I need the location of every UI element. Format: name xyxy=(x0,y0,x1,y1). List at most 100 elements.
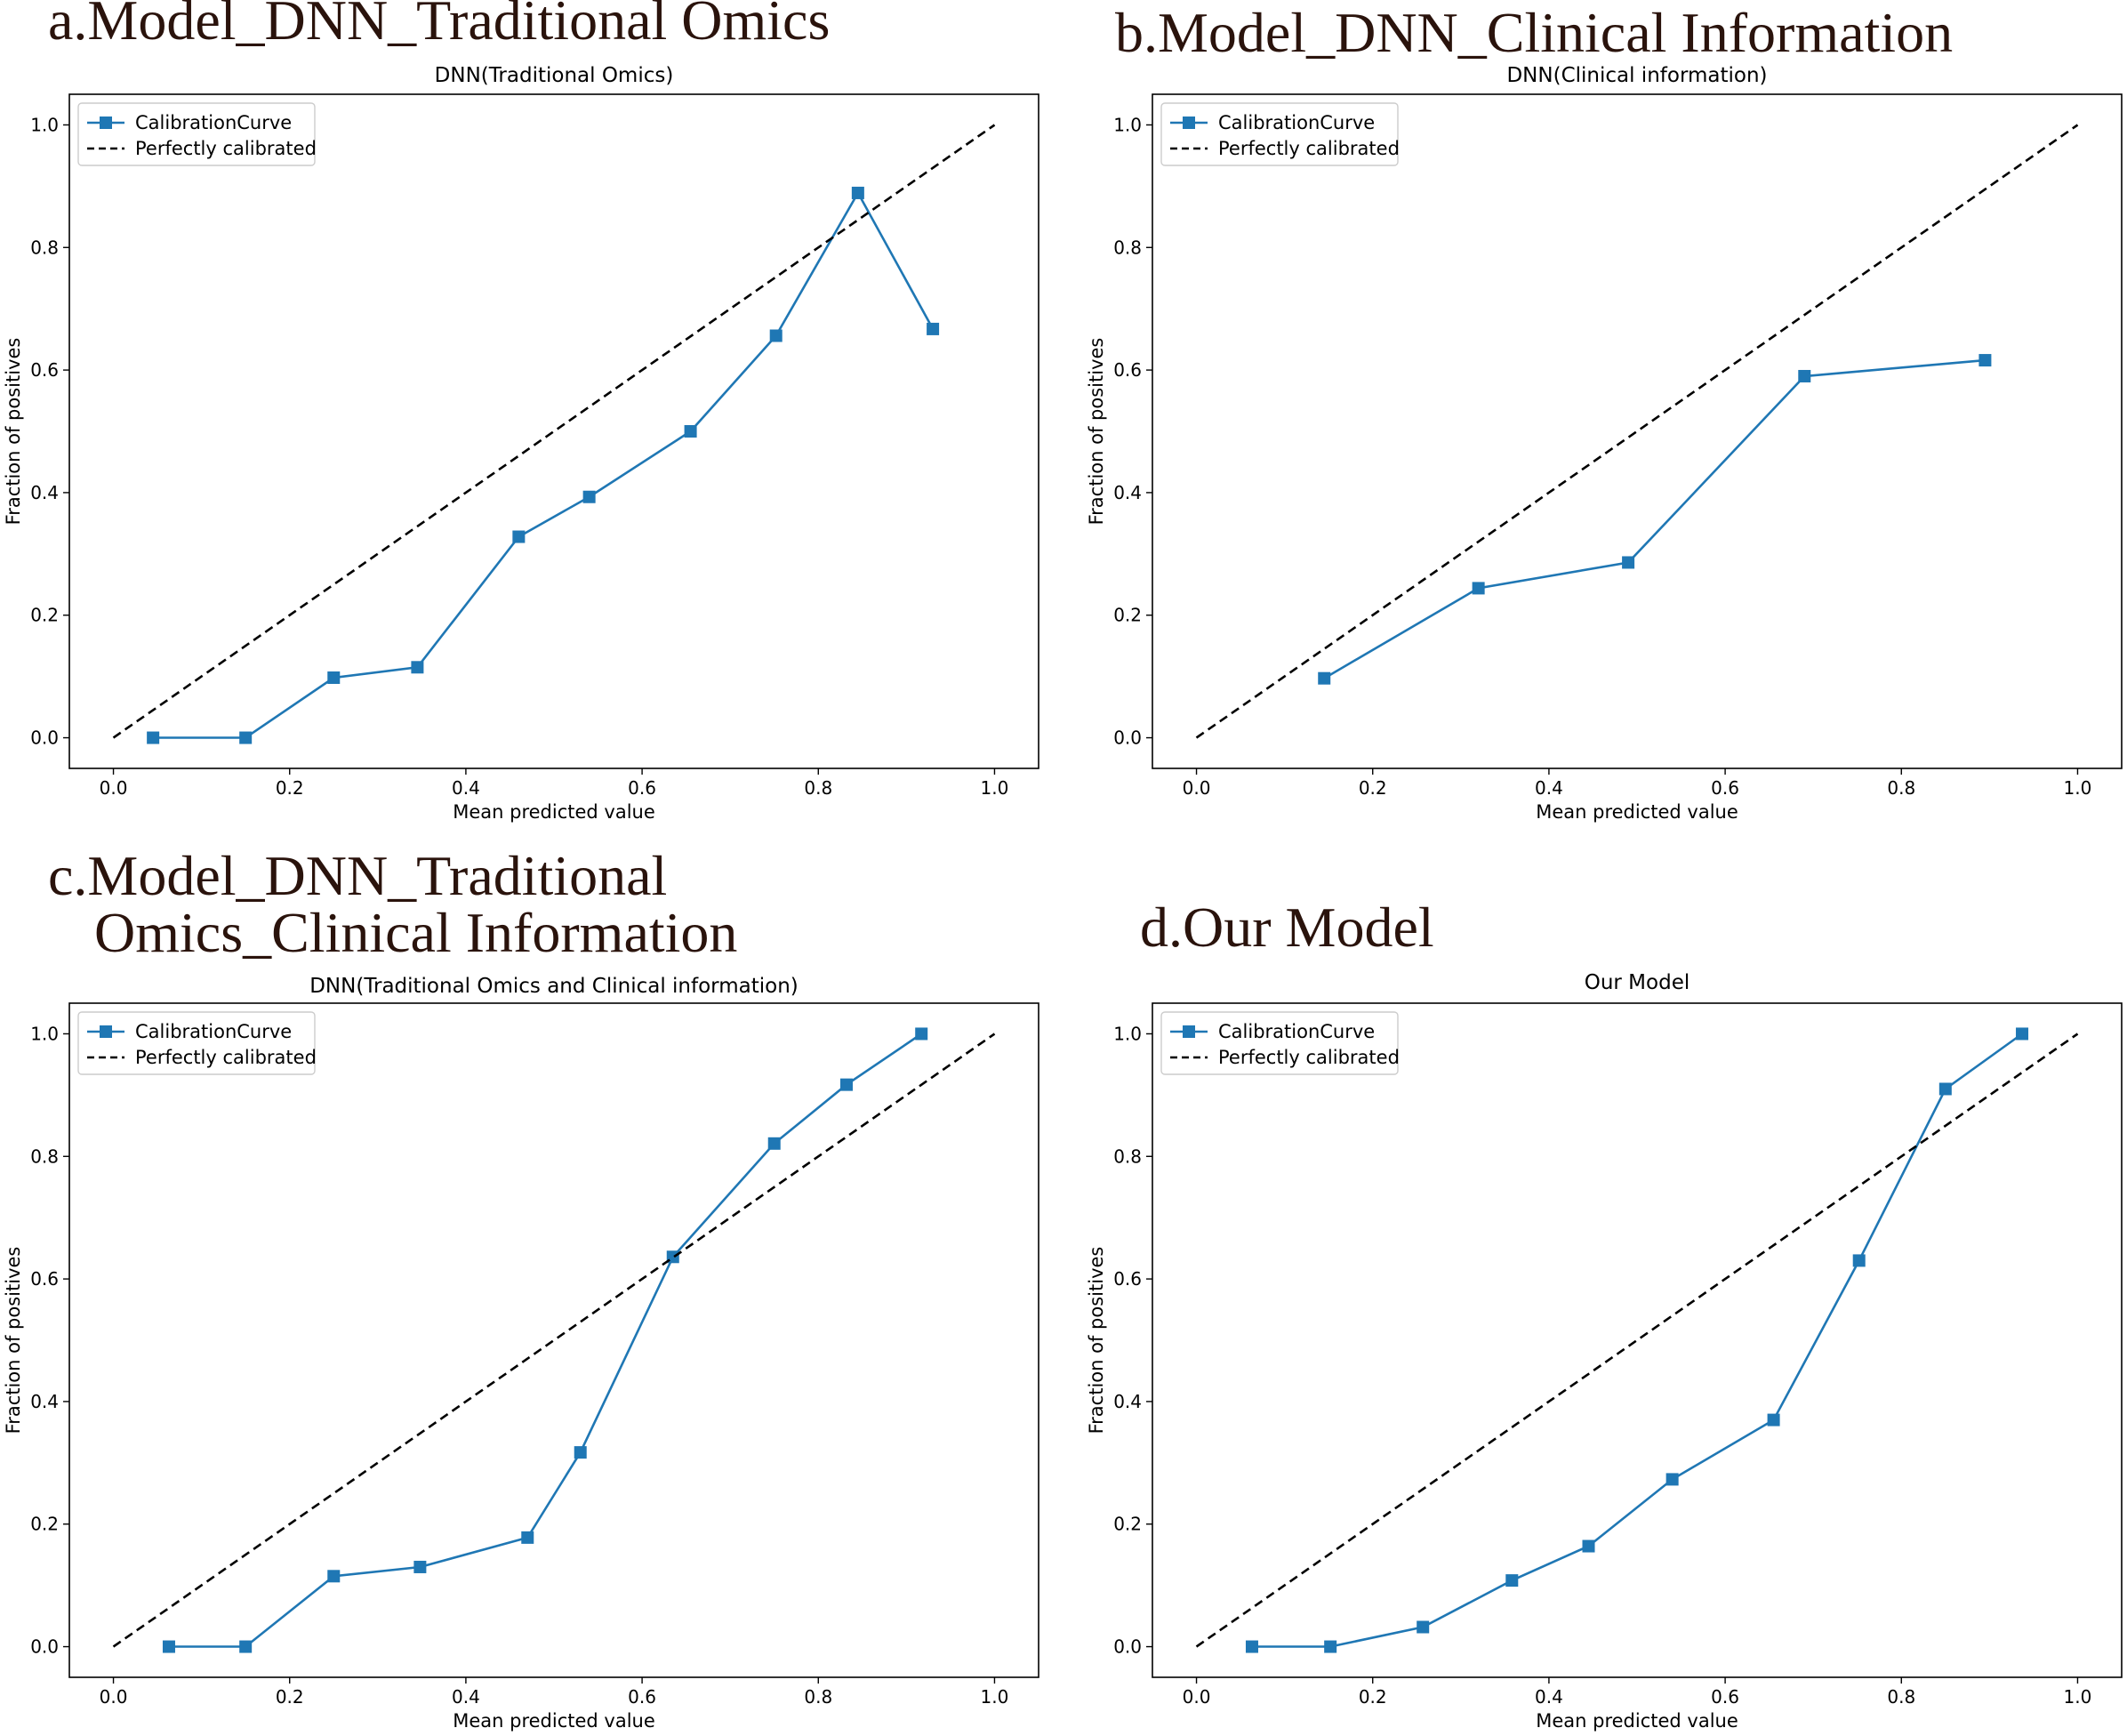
legend-label-calibration: CalibrationCurve xyxy=(1218,1021,1375,1042)
y-tick-label: 0.2 xyxy=(1113,1514,1142,1535)
y-tick-label: 0.8 xyxy=(1113,237,1142,258)
legend-box xyxy=(1160,102,1399,166)
calibration-point xyxy=(574,1446,587,1459)
y-tick-label: 0.0 xyxy=(1113,727,1142,749)
calibration-point xyxy=(1767,1413,1780,1427)
y-tick-label: 0.6 xyxy=(30,1268,59,1290)
calibration-point xyxy=(327,671,341,685)
legend-label-calibration: CalibrationCurve xyxy=(135,112,292,133)
legend-marker-calibration xyxy=(1183,117,1195,129)
x-tick-label: 0.4 xyxy=(452,1686,480,1708)
calibration-point xyxy=(1979,354,1992,367)
calibration-point xyxy=(1622,556,1635,569)
axes-frame xyxy=(1152,93,2123,769)
legend-marker-calibration xyxy=(100,1025,112,1038)
panel-heading: b.Model_DNN_Clinical Information xyxy=(1115,1,1953,64)
legend-box xyxy=(1160,1011,1399,1075)
calibration-point xyxy=(1324,1640,1337,1653)
x-tick-label: 0.0 xyxy=(1183,1686,1211,1708)
x-axis-label: Mean predicted value xyxy=(453,801,655,823)
y-tick-label: 0.2 xyxy=(1113,605,1142,626)
x-tick-label: 0.0 xyxy=(1183,777,1211,799)
y-tick-label: 0.8 xyxy=(30,1145,59,1167)
calibration-point xyxy=(769,329,783,342)
plot-title: DNN(Traditional Omics and Clinical infor… xyxy=(309,975,799,998)
y-tick-label: 1.0 xyxy=(30,114,59,135)
calibration-point xyxy=(1417,1620,1430,1634)
calibration-point xyxy=(582,490,596,503)
calibration-point xyxy=(239,1640,253,1653)
x-tick-label: 0.2 xyxy=(1359,777,1387,799)
calibration-curve-line xyxy=(1323,358,1986,679)
x-tick-label: 0.6 xyxy=(1711,1686,1739,1708)
x-tick-label: 0.6 xyxy=(628,1686,656,1708)
x-tick-label: 1.0 xyxy=(981,1686,1009,1708)
y-tick-label: 0.2 xyxy=(30,1514,59,1535)
y-tick-label: 0.0 xyxy=(30,1636,59,1658)
legend-label-perfect: Perfectly calibrated xyxy=(135,1047,317,1068)
axes-frame xyxy=(68,93,1039,769)
calibration-point xyxy=(1798,369,1811,382)
legend: CalibrationCurve Perfectly calibrated xyxy=(1160,102,1400,166)
legend-label-calibration: CalibrationCurve xyxy=(135,1021,292,1042)
calibration-point xyxy=(767,1137,781,1150)
perfectly-calibrated-line xyxy=(1195,1033,2079,1648)
x-tick-label: 0.8 xyxy=(804,1686,832,1708)
panel-heading: Omics_Clinical Information xyxy=(94,901,737,964)
x-tick-label: 1.0 xyxy=(2064,1686,2092,1708)
x-tick-label: 0.4 xyxy=(1535,1686,1563,1708)
x-axis-label: Mean predicted value xyxy=(1536,801,1738,823)
calibration-point xyxy=(147,731,160,744)
x-tick-label: 0.2 xyxy=(276,777,304,799)
perfectly-calibrated-line xyxy=(112,124,996,739)
chart-panel-1: a.Model_DNN_Traditional Omics DNN(Traditi… xyxy=(3,0,1039,823)
legend-marker-calibration xyxy=(1183,1025,1195,1038)
calibration-curve-line xyxy=(169,1033,922,1648)
y-axis-label: Fraction of positives xyxy=(3,338,24,526)
calibration-point xyxy=(1505,1574,1519,1587)
y-tick-label: 0.6 xyxy=(1113,1268,1142,1290)
calibration-point xyxy=(684,425,697,438)
calibration-point xyxy=(512,530,526,543)
y-tick-label: 0.6 xyxy=(1113,359,1142,381)
y-tick-label: 0.4 xyxy=(1113,1391,1142,1412)
calibration-point xyxy=(839,1078,853,1091)
y-tick-label: 1.0 xyxy=(30,1023,59,1044)
y-axis-label: Fraction of positives xyxy=(1086,1247,1107,1435)
calibration-point xyxy=(1472,582,1485,595)
y-tick-label: 1.0 xyxy=(1113,1023,1142,1044)
y-tick-label: 0.4 xyxy=(30,1391,59,1412)
plot-title: DNN(Clinical information) xyxy=(1506,64,1767,87)
panel-heading: d.Our Model xyxy=(1140,896,1434,959)
calibration-point xyxy=(915,1027,928,1041)
perfectly-calibrated-line xyxy=(1195,124,2079,739)
legend-label-perfect: Perfectly calibrated xyxy=(1218,138,1400,159)
y-axis-label: Fraction of positives xyxy=(3,1247,24,1435)
calibration-point xyxy=(327,1570,341,1583)
legend: CalibrationCurve Perfectly calibrated xyxy=(77,1011,317,1075)
y-tick-label: 0.0 xyxy=(1113,1636,1142,1658)
panel-heading: a.Model_DNN_Traditional Omics xyxy=(48,0,830,52)
y-tick-label: 0.4 xyxy=(30,482,59,503)
calibration-point xyxy=(1318,671,1331,685)
chart-panel-2: b.Model_DNN_Clinical InformationDNN(Clin… xyxy=(1086,1,2123,823)
y-tick-label: 0.0 xyxy=(30,727,59,749)
calibration-point xyxy=(1938,1082,1952,1096)
y-tick-label: 0.6 xyxy=(30,359,59,381)
axes-frame xyxy=(68,1002,1039,1678)
y-tick-label: 0.8 xyxy=(1113,1145,1142,1167)
x-tick-label: 0.8 xyxy=(1887,777,1915,799)
calibration-point xyxy=(2016,1027,2029,1041)
x-tick-label: 0.2 xyxy=(276,1686,304,1708)
y-tick-label: 0.4 xyxy=(1113,482,1142,503)
x-axis-label: Mean predicted value xyxy=(1536,1710,1738,1732)
perfectly-calibrated-line xyxy=(112,1033,996,1648)
x-tick-label: 1.0 xyxy=(981,777,1009,799)
axes-frame xyxy=(1152,1002,2123,1678)
y-tick-label: 0.2 xyxy=(30,605,59,626)
calibration-point xyxy=(1245,1640,1258,1653)
x-tick-label: 0.8 xyxy=(1887,1686,1915,1708)
calibration-point xyxy=(927,322,940,335)
legend-box xyxy=(77,1011,316,1075)
calibration-point xyxy=(239,731,253,744)
